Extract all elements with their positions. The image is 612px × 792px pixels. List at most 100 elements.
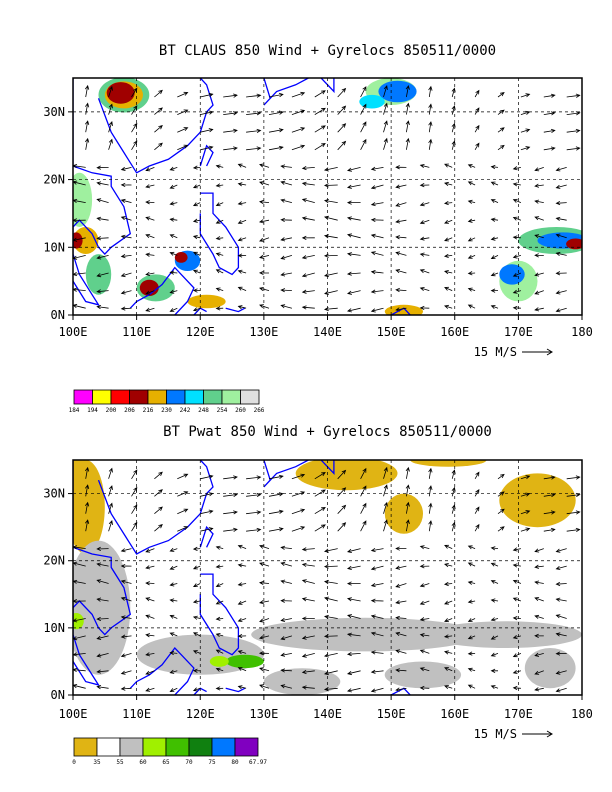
wind-vector-160 <box>215 564 224 569</box>
wind-vector-161 <box>237 182 247 187</box>
wind-vector-208 <box>314 524 326 532</box>
wind-vector-279 <box>428 467 433 479</box>
wind-vector-225 <box>200 509 214 515</box>
wind-vector-115 <box>192 599 201 604</box>
wind-vector-190 <box>395 165 407 170</box>
wind-vector-210 <box>360 520 367 532</box>
coastline-1 <box>97 78 214 174</box>
wind-vector-266 <box>131 469 138 480</box>
wind-vector-206 <box>268 145 284 151</box>
wind-vector-8 <box>259 684 270 689</box>
wind-vector-67 <box>96 255 109 260</box>
wind-vector-251 <box>291 109 306 115</box>
wind-vector-241 <box>566 510 581 515</box>
wind-vector-89 <box>96 236 109 241</box>
wind-vector-61 <box>467 651 476 656</box>
colorbar-label: 200 <box>106 407 117 414</box>
wind-vector-0 <box>73 303 86 309</box>
wind-vector-150 <box>490 199 499 203</box>
y-tick-label: 0N <box>51 688 65 702</box>
x-tick-label: 100E <box>59 325 88 339</box>
wind-vector-151 <box>512 579 522 584</box>
coastline-3 <box>199 192 240 276</box>
wind-vector-17 <box>467 304 476 309</box>
wind-vector-112 <box>120 596 132 602</box>
wind-vector-196 <box>534 167 544 172</box>
cloud-region-11 <box>139 279 159 296</box>
colorbar-swatch-5 <box>166 389 186 405</box>
wind-vector-228 <box>268 128 284 133</box>
wind-vector-164 <box>301 562 315 567</box>
x-tick-label: 100E <box>59 707 88 721</box>
wind-vector-59 <box>419 269 430 274</box>
wind-vector-280 <box>451 469 456 479</box>
wind-vector-256 <box>405 484 410 497</box>
wind-vector-18 <box>490 305 499 309</box>
wind-vector-233 <box>383 120 388 133</box>
wind-vector-180 <box>169 547 178 552</box>
wind-vector-167 <box>370 565 384 571</box>
wind-vector-1 <box>96 685 109 690</box>
wind-vector-127 <box>467 599 476 604</box>
wind-vector-111 <box>96 597 109 602</box>
wind-vector-283 <box>520 93 531 98</box>
wind-vector-231 <box>337 504 347 514</box>
colorbar-swatch-9 <box>240 389 260 405</box>
wind-vector-143 <box>323 199 338 204</box>
wind-vector-79 <box>370 631 384 637</box>
wind-vector-7 <box>237 685 247 690</box>
wind-vector-248 <box>223 111 238 116</box>
wind-vector-143 <box>323 579 338 585</box>
wind-vector-72 <box>215 633 224 638</box>
wind-vector-274 <box>314 90 326 98</box>
wind-vector-104 <box>444 618 453 623</box>
wind-vector-16 <box>444 304 453 309</box>
wind-vector-264 <box>84 84 90 98</box>
colorbar-swatch-5 <box>188 737 213 757</box>
wind-vector-39 <box>467 667 476 672</box>
wind-vector-212 <box>405 137 410 150</box>
wind-vector-125 <box>419 219 430 225</box>
wind-vector-185 <box>280 545 292 550</box>
wind-vector-276 <box>360 467 367 479</box>
wind-vector-145 <box>370 582 384 588</box>
colorbar-label: 254 <box>217 407 228 414</box>
wind-vector-142 <box>301 579 315 584</box>
wind-vector-49 <box>192 650 201 655</box>
wind-vector-64 <box>534 652 544 657</box>
wind-vector-165 <box>323 564 338 569</box>
wind-vector-32 <box>301 669 315 675</box>
wind-vector-101 <box>370 233 384 239</box>
wind-vector-244 <box>131 105 138 115</box>
wind-vector-53 <box>280 652 292 657</box>
wind-vector-109 <box>555 614 567 619</box>
wind-vector-201 <box>154 524 163 532</box>
wind-vector-63 <box>512 272 522 277</box>
wind-vector-65 <box>555 651 567 656</box>
wind-vector-86 <box>534 633 544 638</box>
wind-vector-11 <box>323 687 338 692</box>
wind-vector-174 <box>534 183 544 188</box>
wind-vector-77 <box>323 634 338 639</box>
wind-vector-126 <box>444 600 453 605</box>
wind-vector-25 <box>145 670 155 675</box>
wind-vector-255 <box>383 484 388 497</box>
wind-vector-40 <box>490 668 498 673</box>
wind-vector-141 <box>280 198 292 203</box>
wind-vector-87 <box>555 251 567 257</box>
wind-vector-197 <box>555 167 567 172</box>
wind-vector-113 <box>145 216 155 221</box>
wind-vector-212 <box>405 519 410 532</box>
wind-vector-225 <box>200 128 214 133</box>
wind-vector-267 <box>154 89 163 98</box>
cloud-region-14 <box>187 294 226 309</box>
colorbar-label: 60 <box>139 759 147 766</box>
wind-vector-134 <box>120 198 132 204</box>
wind-vector-134 <box>120 579 132 584</box>
wind-vector-239 <box>520 128 531 133</box>
pwat-region-15 <box>524 648 576 689</box>
wind-vector-268 <box>177 91 189 98</box>
wind-vector-274 <box>314 472 326 480</box>
wind-vector-186 <box>301 165 315 171</box>
